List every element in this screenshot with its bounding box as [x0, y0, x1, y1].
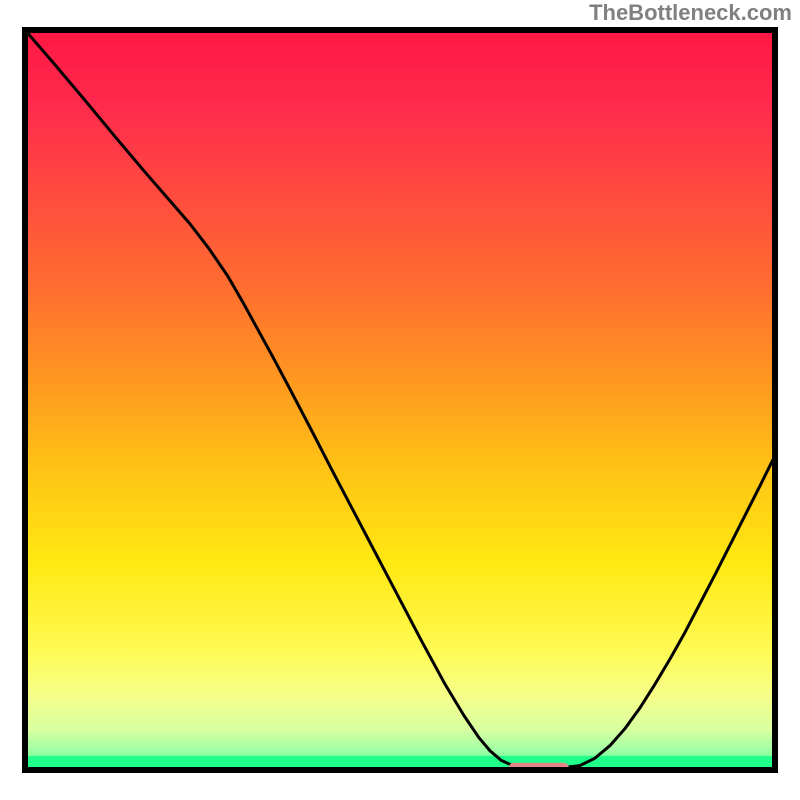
gradient-background	[25, 30, 775, 770]
chart-canvas	[0, 0, 800, 800]
bottleneck-chart: TheBottleneck.com	[0, 0, 800, 800]
